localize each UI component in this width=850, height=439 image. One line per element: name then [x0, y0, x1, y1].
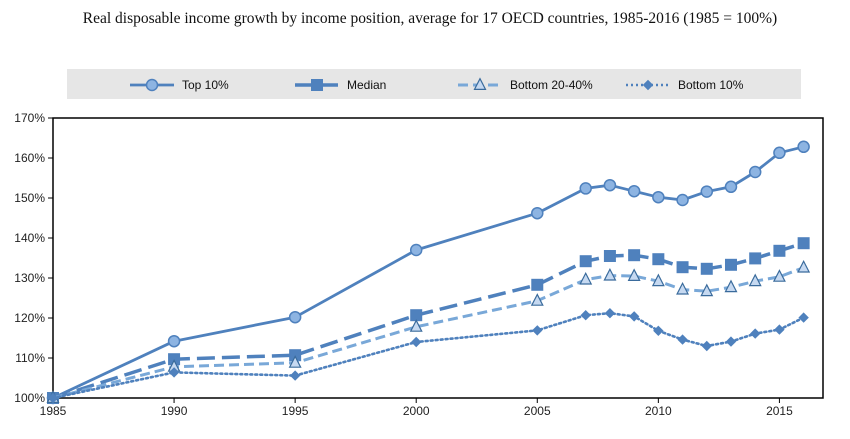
- y-tick-label: 170%: [14, 111, 45, 125]
- data-point: [724, 180, 738, 194]
- series-top-10: [46, 140, 810, 405]
- legend-marker: [642, 79, 654, 91]
- data-point: [748, 273, 762, 287]
- data-point: [725, 336, 737, 347]
- legend-item-top-10: Top 10%: [130, 78, 229, 92]
- data-point: [288, 310, 302, 324]
- data-point: [700, 283, 714, 297]
- series-line: [52, 145, 804, 400]
- data-point: [604, 307, 616, 319]
- data-point: [409, 319, 423, 332]
- data-point: [531, 278, 544, 291]
- data-point: [532, 325, 543, 336]
- data-point: [289, 370, 301, 381]
- data-point: [653, 325, 664, 337]
- series-bottom-20-40: [46, 259, 811, 403]
- data-point: [748, 165, 762, 179]
- data-point: [797, 237, 810, 250]
- data-point: [652, 190, 665, 204]
- data-point: [411, 336, 422, 348]
- x-axis: 1985 1990 1995 2000 2005 2010 2015: [40, 398, 793, 418]
- legend-item-median: Median: [295, 78, 386, 92]
- data-point: [603, 267, 617, 281]
- x-tick-label: 2015: [766, 404, 793, 418]
- y-tick-label: 100%: [14, 391, 45, 405]
- y-tick-label: 160%: [14, 151, 45, 165]
- series-bottom-10: [47, 307, 809, 404]
- plot-frame: [52, 117, 824, 399]
- data-point: [628, 249, 641, 262]
- x-tick-label: 2005: [524, 404, 551, 418]
- data-point: [797, 259, 811, 273]
- data-point: [676, 281, 690, 295]
- series-line: [52, 266, 805, 400]
- data-point: [677, 334, 688, 345]
- legend-marker: [145, 78, 159, 92]
- data-point: [603, 250, 616, 262]
- legend-label: Top 10%: [182, 78, 229, 92]
- data-point: [580, 309, 591, 321]
- legend-label: Median: [347, 78, 386, 92]
- x-tick-label: 1990: [161, 404, 188, 418]
- series-layer: [46, 140, 811, 405]
- y-tick-label: 150%: [14, 191, 45, 205]
- x-tick-label: 2000: [403, 404, 430, 418]
- data-point: [167, 334, 181, 348]
- data-point: [579, 182, 592, 195]
- legend-item-bottom-10: Bottom 10%: [626, 78, 744, 92]
- data-point: [288, 355, 302, 368]
- data-point: [627, 184, 641, 198]
- data-point: [700, 262, 713, 275]
- y-tick-label: 130%: [14, 271, 45, 285]
- data-point: [772, 269, 786, 282]
- data-point: [168, 367, 180, 378]
- x-tick-label: 1985: [40, 404, 67, 418]
- data-point: [628, 311, 640, 322]
- legend-marker: [473, 77, 487, 91]
- data-point: [579, 271, 593, 285]
- data-point: [676, 193, 689, 207]
- y-tick-label: 120%: [14, 311, 45, 325]
- y-tick-label: 140%: [14, 231, 45, 245]
- data-point: [410, 309, 423, 322]
- data-point: [603, 178, 617, 192]
- data-point: [530, 293, 544, 306]
- data-point: [773, 146, 786, 160]
- legend: Top 10% Median Bottom 20-40% Bottom 10%: [130, 77, 744, 92]
- chart-title: Real disposable income growth by income …: [82, 10, 778, 27]
- data-point: [774, 324, 785, 335]
- legend-label: Bottom 10%: [678, 78, 744, 92]
- x-tick-label: 2010: [645, 404, 672, 418]
- legend-label: Bottom 20-40%: [510, 78, 593, 92]
- legend-marker: [311, 79, 323, 91]
- data-point: [724, 279, 738, 293]
- data-point: [724, 258, 737, 271]
- data-point: [409, 243, 423, 257]
- data-point: [651, 273, 665, 287]
- legend-item-bottom-20-40: Bottom 20-40%: [458, 77, 593, 92]
- data-point: [773, 244, 786, 257]
- data-point: [700, 185, 714, 198]
- series-median: [47, 237, 810, 404]
- data-point: [797, 140, 810, 154]
- y-tick-label: 110%: [15, 351, 45, 365]
- data-point: [627, 268, 641, 281]
- data-point: [531, 206, 544, 220]
- legend-background: [67, 69, 801, 99]
- data-point: [652, 253, 665, 266]
- data-point: [676, 261, 689, 274]
- data-point: [579, 255, 592, 268]
- data-point: [701, 340, 712, 352]
- data-point: [798, 312, 809, 323]
- y-axis: 100% 110% 120% 130% 140% 150% 160% 170%: [14, 111, 53, 405]
- series-line: [51, 311, 805, 400]
- data-point: [47, 392, 59, 404]
- data-point: [749, 252, 762, 265]
- x-tick-label: 1995: [282, 404, 309, 418]
- data-point: [749, 328, 761, 339]
